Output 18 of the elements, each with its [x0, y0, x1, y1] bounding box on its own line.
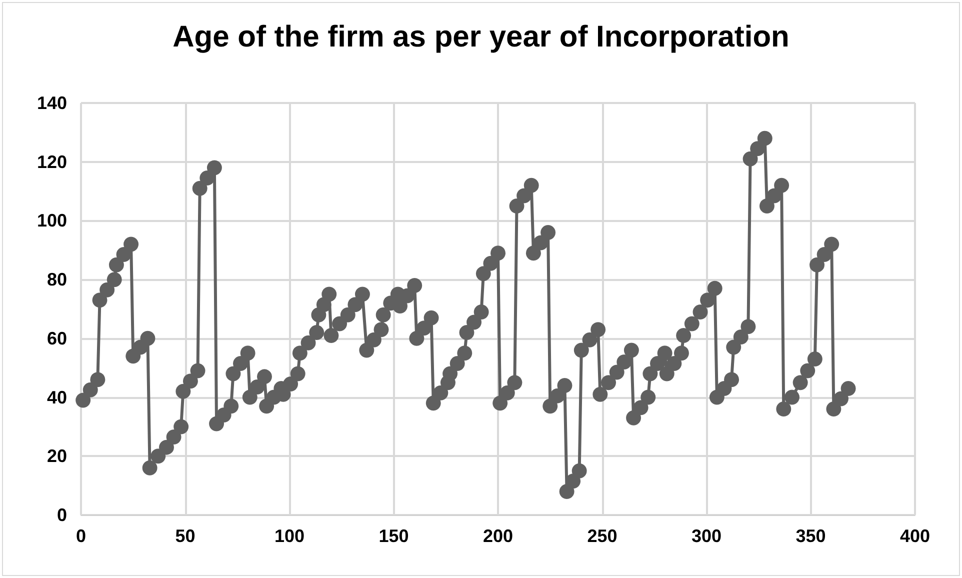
y-tick-label: 140 [36, 93, 67, 113]
x-tick-label: 50 [175, 526, 196, 546]
x-tick-label: 250 [587, 526, 618, 546]
y-tick-label: 60 [46, 328, 67, 348]
x-tick-label: 400 [900, 526, 930, 546]
y-tick-label: 0 [56, 505, 67, 525]
chart-title: Age of the firm as per year of Incorporation [172, 20, 790, 54]
y-tick-label: 80 [46, 270, 67, 290]
y-tick-label: 100 [36, 210, 67, 231]
y-tick-label: 120 [36, 152, 67, 172]
x-tick-label: 300 [691, 526, 722, 546]
x-tick-label: 0 [76, 526, 86, 546]
y-tick-label: 40 [46, 387, 67, 408]
y-tick-label: 20 [46, 446, 67, 466]
x-tick-label: 350 [796, 526, 826, 546]
x-tick-label: 200 [482, 526, 514, 546]
x-tick-label: 100 [274, 526, 305, 546]
x-tick-label: 150 [378, 526, 409, 546]
